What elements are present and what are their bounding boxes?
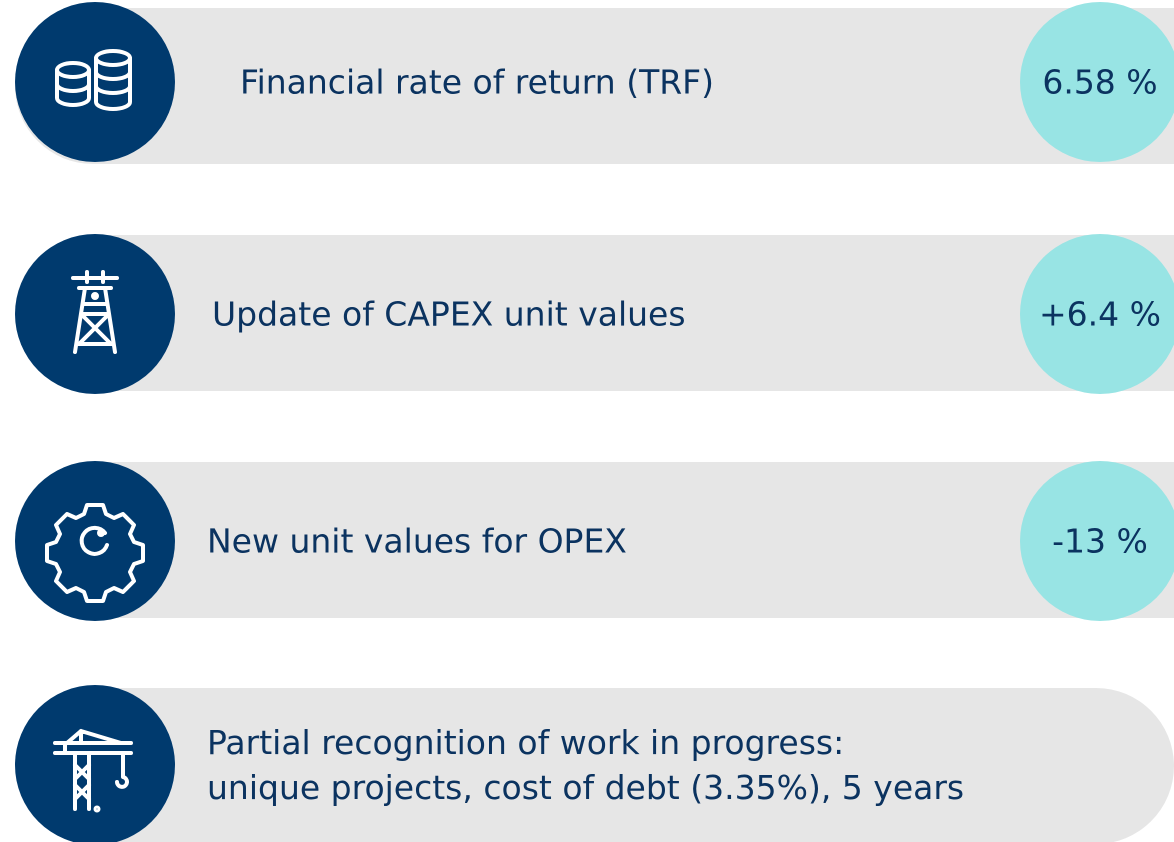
row-pill (15, 235, 1174, 391)
icon-gear (45, 503, 145, 603)
icon-tower (71, 270, 119, 354)
row-pill (15, 688, 1174, 842)
row: 6.58 % Financial rate of return (TRF) (15, 2, 1174, 164)
row: Partial recognition of work in progress:… (15, 685, 1174, 842)
value-circle (1020, 2, 1174, 162)
value-circle (1020, 234, 1174, 394)
rows: 6.58 % Financial rate of return (TRF) +6.4… (15, 2, 1174, 842)
row: +6.4 % Update of CAPEX unit values (15, 234, 1174, 394)
value-label: -13 % (1052, 522, 1148, 561)
icon-crane (53, 729, 133, 813)
icon-coins (55, 49, 132, 111)
row-label: Partial recognition of work in progress: (207, 723, 844, 762)
row-label: unique projects, cost of debt (3.35%), 5… (207, 768, 964, 807)
row-label: New unit values for OPEX (207, 522, 627, 561)
value-circle (1020, 461, 1174, 621)
value-label: +6.4 % (1039, 295, 1161, 334)
value-label: 6.58 % (1042, 63, 1157, 102)
icon-circle (15, 685, 175, 842)
row: -13 % New unit values for OPEX (15, 461, 1174, 621)
row-pill (15, 462, 1174, 618)
icon-circle (15, 461, 175, 621)
row-label: Financial rate of return (TRF) (240, 63, 714, 102)
row-label: Update of CAPEX unit values (212, 295, 686, 334)
row-pill (15, 8, 1174, 164)
